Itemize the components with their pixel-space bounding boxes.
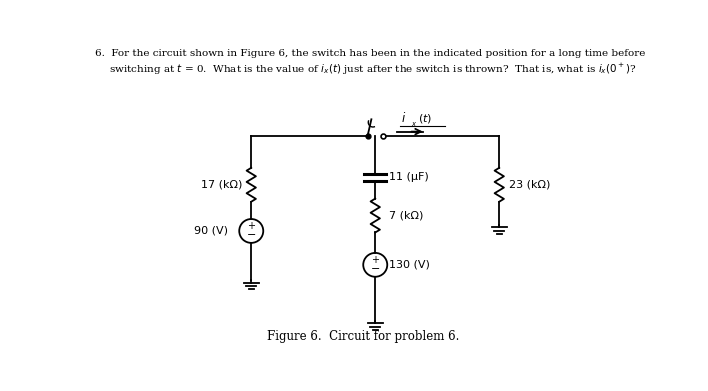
Text: 6.  For the circuit shown in Figure 6, the switch has been in the indicated posi: 6. For the circuit shown in Figure 6, th…: [95, 49, 645, 58]
Text: Figure 6.  Circuit for problem 6.: Figure 6. Circuit for problem 6.: [267, 330, 459, 343]
Text: +: +: [371, 255, 379, 265]
Text: 17 (kΩ): 17 (kΩ): [200, 180, 242, 190]
Text: $_x$: $_x$: [411, 119, 417, 129]
Text: +: +: [247, 221, 256, 231]
Text: switching at $t$ = 0.  What is the value of $i_x(t)$ just after the switch is th: switching at $t$ = 0. What is the value …: [108, 61, 636, 77]
Text: −: −: [370, 264, 380, 274]
Text: 130 (V): 130 (V): [389, 260, 430, 270]
Text: 11 (μF): 11 (μF): [389, 172, 429, 182]
Text: $i$: $i$: [401, 111, 406, 126]
Text: $(t)$: $(t)$: [418, 113, 432, 126]
Text: 90 (V): 90 (V): [194, 226, 228, 236]
Text: −: −: [246, 230, 256, 240]
Text: 23 (kΩ): 23 (kΩ): [508, 180, 550, 190]
Text: 7 (kΩ): 7 (kΩ): [389, 210, 423, 221]
